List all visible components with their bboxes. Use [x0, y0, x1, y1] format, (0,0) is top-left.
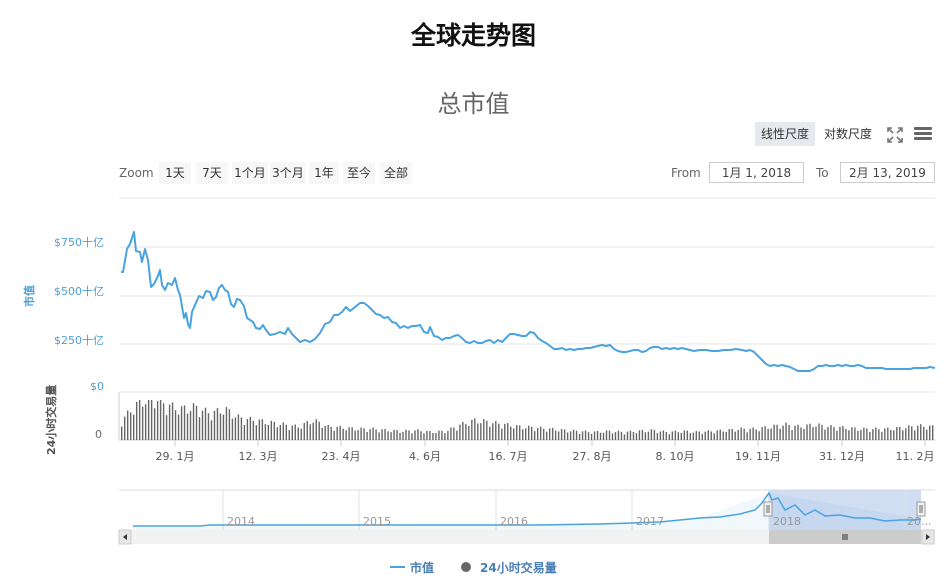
ytick-250: $250十亿: [54, 334, 104, 347]
zoom-3m-button[interactable]: 3个月: [270, 162, 306, 184]
xtick-label: 27. 8月: [572, 450, 612, 463]
fullscreen-icon[interactable]: [887, 127, 903, 143]
legend-item-volume[interactable]: 24小时交易量: [480, 561, 557, 575]
log-scale-button[interactable]: 对数尺度: [824, 127, 873, 141]
zoom-1d-button[interactable]: 1天: [159, 162, 191, 184]
ytick-0: $0: [90, 380, 104, 393]
volume-bars: [121, 400, 934, 440]
legend-item-market-cap[interactable]: 市值: [410, 561, 435, 575]
xtick-label: 19. 11月: [735, 450, 781, 463]
xtick-label: 8. 10月: [655, 450, 695, 463]
nav-year-2019: 20...: [907, 515, 932, 528]
navigator-right-handle: [916, 501, 926, 517]
zoom-1y-button[interactable]: 1年: [309, 162, 339, 184]
page-title: 全球走势图: [410, 21, 536, 50]
nav-year-2014: 2014: [227, 515, 255, 528]
nav-year-2015: 2015: [363, 515, 391, 528]
from-label: From: [671, 166, 701, 180]
nav-year-2018: 2018: [773, 515, 801, 528]
ytick-500: $500十亿: [54, 285, 104, 298]
chart-title: 总市值: [437, 90, 510, 118]
to-date-input[interactable]: 2月 13, 2019: [840, 162, 935, 183]
zoom-all-button[interactable]: 全部: [380, 162, 412, 184]
nav-year-2017: 2017: [636, 515, 664, 528]
navigator: [119, 489, 935, 530]
hamburger-menu-icon[interactable]: [914, 127, 932, 141]
xtick-label: 29. 1月: [155, 450, 195, 463]
navigator-series-line: [133, 491, 922, 527]
xtick-label: 31. 12月: [819, 450, 865, 463]
xtick-label: 11. 2月: [895, 450, 935, 463]
scrollbar: [118, 529, 935, 545]
ytick-750: $750十亿: [54, 236, 104, 249]
zoom-ytd-button[interactable]: 至今: [343, 162, 375, 184]
zoom-7d-button[interactable]: 7天: [196, 162, 228, 184]
xtick-label: 23. 4月: [321, 450, 361, 463]
xtick-label: 4. 6月: [409, 450, 441, 463]
market-cap-line: [121, 231, 936, 372]
zoom-1m-button[interactable]: 1个月: [232, 162, 268, 184]
navigator-left-handle: [763, 501, 773, 517]
linear-scale-button[interactable]: 线性尺度: [755, 122, 816, 146]
ytick-volume-0: 0: [95, 428, 102, 441]
to-label: To: [816, 166, 829, 180]
legend-circle-icon: [461, 562, 471, 572]
from-date-input[interactable]: 1月 1, 2018: [709, 162, 804, 183]
navigator-selection-mask: [769, 490, 921, 530]
nav-year-2016: 2016: [500, 515, 528, 528]
grid-lines: [119, 197, 935, 393]
zoom-label: Zoom: [119, 166, 154, 180]
xtick-label: 12. 3月: [238, 450, 278, 463]
xtick-label: 16. 7月: [488, 450, 528, 463]
